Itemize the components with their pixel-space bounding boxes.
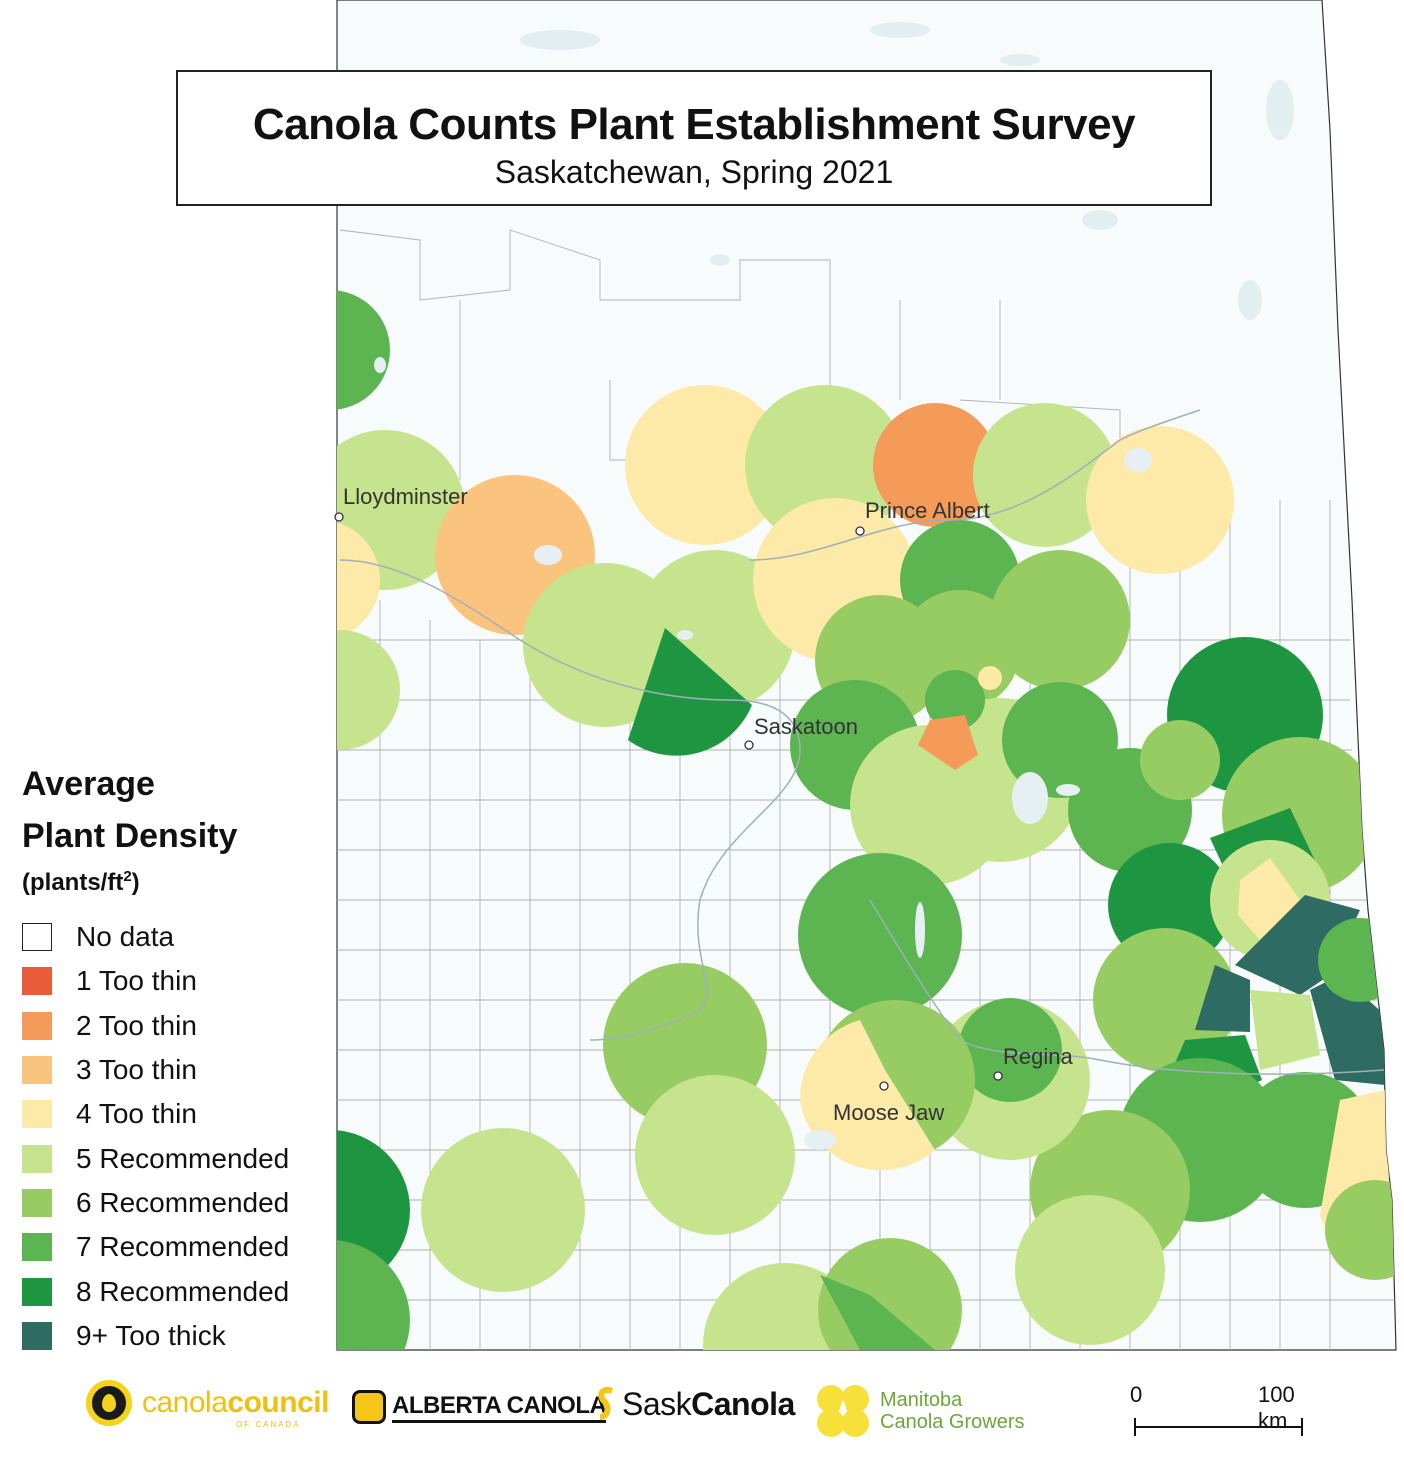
legend-item: 6 Recommended [22,1181,332,1225]
legend-swatch [22,967,52,996]
legend-label: 4 Too thin [76,1098,197,1130]
alberta-canola-logo: ALBERTA CANOLA [352,1390,607,1424]
zone-lakes [374,357,1152,1150]
legend-label: 9+ Too thick [76,1319,226,1351]
legend-items: No data 1 Too thin 2 Too thin 3 Too thin 4 T… [22,915,332,1358]
zone [1086,426,1234,574]
flower-icon [352,1390,386,1424]
zone [625,385,785,545]
legend-title-line1: Average [22,765,155,803]
zone [628,628,752,756]
legend-title-line2: Plant Density [22,817,238,855]
zone [820,1275,935,1350]
legend-swatch [22,1321,52,1350]
city-label-lloydminster: Lloydminster [343,484,468,509]
legend-label: 7 Recommended [76,1231,290,1263]
city-marker-regina [993,1071,1003,1081]
zone [973,403,1117,547]
legend-label: 5 Recommended [76,1142,290,1174]
legend-swatch [22,1011,52,1040]
map-title: Canola Counts Plant Establishment Survey [252,100,1136,149]
legend-swatch [22,1144,52,1173]
legend-swatch [22,1100,52,1129]
city-label-saskatoon: Saskatoon [754,714,858,739]
zone [1250,990,1320,1070]
legend-label: 1 Too thin [76,965,197,997]
zone [1325,1180,1396,1280]
zone [337,630,400,750]
zone [1238,858,1300,940]
title-box: Canola Counts Plant Establishment Survey… [176,70,1212,206]
zone [1093,928,1237,1072]
partner-logos: canolacouncil OF CANADA ALBERTA CANOLA S… [0,1370,1404,1460]
density-zones [337,290,1396,1350]
city-marker-moose-jaw [879,1081,889,1091]
city-marker-saskatoon [744,740,754,750]
legend-label: 6 Recommended [76,1186,290,1218]
scale-bar: 0 100 km [1130,1382,1310,1442]
lakes [520,22,1294,320]
legend-swatch [22,1277,52,1306]
legend-item: 8 Recommended [22,1269,332,1313]
zone [799,1020,935,1171]
zone [1015,1195,1165,1345]
legend-item: 4 Too thin [22,1092,332,1136]
zone [798,853,962,1017]
canola-council-bold: council [227,1386,329,1419]
legend-swatch [22,1233,52,1262]
legend-item: 3 Too thin [22,1048,332,1092]
scale-line [1134,1418,1303,1436]
zone [421,1128,585,1292]
zone [1195,965,1250,1032]
city-label-prince-albert: Prince Albert [865,498,990,523]
legend-item: No data [22,915,332,959]
zone [978,666,1002,690]
manitoba-canola-logo: Manitoba Canola Growers [814,1382,1025,1440]
zone [918,715,978,770]
zone [1140,720,1220,800]
legend-item: 7 Recommended [22,1225,332,1269]
city-marker-lloydminster [334,512,344,522]
legend-item: 5 Recommended [22,1136,332,1180]
sask-s-icon [598,1386,614,1420]
zone [337,290,390,410]
legend-label: 8 Recommended [76,1275,290,1307]
zone [337,520,380,640]
canola-council-sub: OF CANADA [236,1420,301,1429]
legend-swatch [22,1188,52,1217]
zone [1318,918,1396,1002]
zone [635,1075,795,1235]
zone [873,403,997,527]
sask-canola-logo: SaskCanola [596,1386,795,1423]
city-marker-prince-albert [855,526,865,536]
zone [1310,975,1385,1085]
scale-end-label: 100 km [1258,1382,1295,1433]
legend-label: 3 Too thin [76,1054,197,1086]
zone [958,998,1062,1102]
legend-item: 1 Too thin [22,959,332,1003]
city-markers [334,512,1003,1091]
zone [337,1130,410,1290]
legend-swatch [22,1056,52,1085]
legend-label: 2 Too thin [76,1009,197,1041]
zone [925,670,985,730]
zone [337,1240,410,1350]
scale-start-label: 0 [1130,1382,1143,1407]
legend-unit: (plants/ft2) [22,868,140,896]
canola-drop-icon [86,1380,132,1426]
map-subtitle: Saskatchewan, Spring 2021 [494,154,894,190]
canola-council-logo: canolacouncil OF CANADA [86,1380,329,1429]
rivers [339,409,1385,1075]
canola-flower-icon [817,1385,869,1437]
city-label-regina: Regina [1003,1044,1073,1069]
legend-item: 2 Too thin [22,1004,332,1048]
legend: Average Plant Density (plants/ft2) No da… [22,758,332,1358]
city-label-moose-jaw: Moose Jaw [833,1100,945,1125]
zone [990,550,1130,690]
legend-label: No data [76,921,175,953]
legend-item: 9+ Too thick [22,1314,332,1358]
legend-swatch [22,923,52,952]
